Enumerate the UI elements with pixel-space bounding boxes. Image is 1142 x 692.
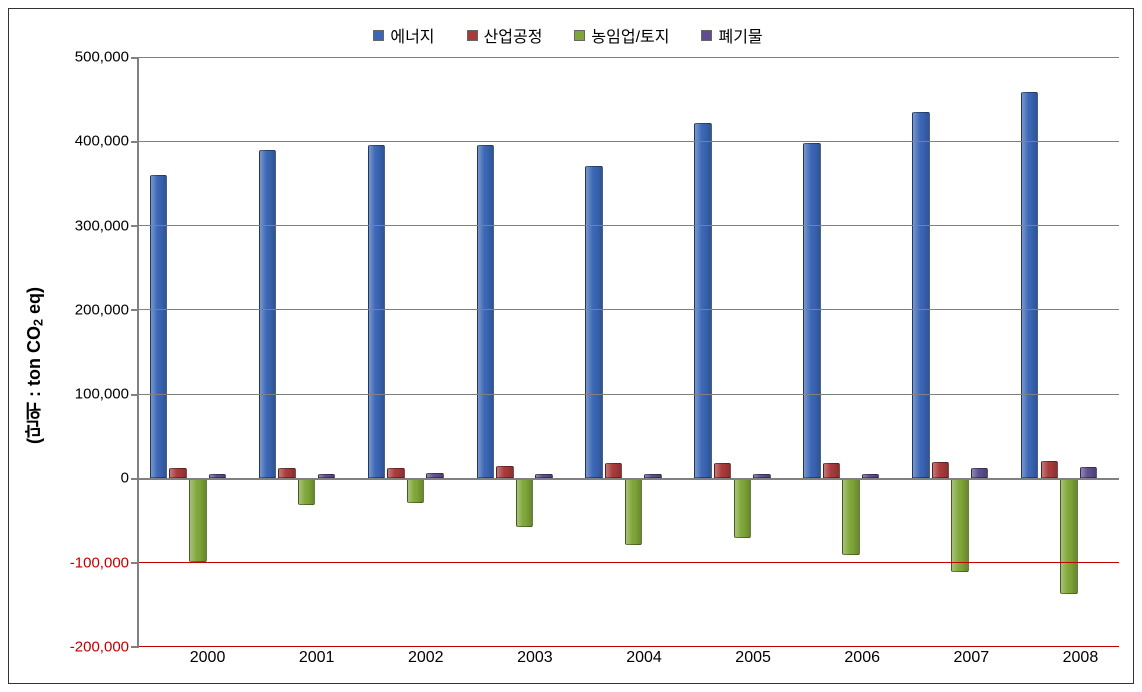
legend-label: 산업공정 — [484, 23, 543, 47]
bar — [189, 478, 206, 562]
y-tickmark — [131, 394, 139, 396]
bar — [932, 462, 949, 478]
bar — [516, 478, 533, 527]
bar — [259, 150, 276, 478]
x-tick: 2004 — [573, 647, 682, 675]
gridline — [139, 478, 1119, 480]
bar — [625, 478, 642, 545]
bar — [368, 145, 385, 477]
bar — [150, 175, 167, 478]
legend-item: 에너지 — [373, 23, 434, 47]
bar-group — [575, 57, 684, 646]
x-tick: 2001 — [246, 647, 355, 675]
x-tick: 2005 — [683, 647, 792, 675]
y-tick: 500,000 — [75, 49, 129, 66]
y-tickmark — [131, 309, 139, 311]
x-tick: 2002 — [355, 647, 464, 675]
bar — [387, 468, 404, 478]
plot-area: 200020012002200320042005200620072008 — [137, 57, 1119, 675]
bar-groups — [139, 57, 1119, 646]
gridline — [139, 562, 1119, 563]
bar-group — [248, 57, 357, 646]
bar — [823, 463, 840, 477]
x-tick: 2003 — [464, 647, 573, 675]
legend-item: 농임업/토지 — [574, 23, 669, 47]
y-tick-labels: -200,000-100,0000100,000200,000300,00040… — [51, 57, 137, 647]
bar-group — [1010, 57, 1119, 646]
y-tick: 100,000 — [75, 386, 129, 403]
bar — [912, 112, 929, 478]
bar — [694, 123, 711, 478]
bar — [278, 468, 295, 478]
bar-group — [901, 57, 1010, 646]
bar — [951, 478, 968, 572]
x-tick: 2007 — [901, 647, 1010, 675]
bar-group — [139, 57, 248, 646]
chart-content: (단위 : ton CO2 eq) -200,000 -100,000 0 100,0… — [17, 57, 1119, 675]
bar — [714, 463, 731, 478]
bar — [1021, 92, 1038, 477]
legend-swatch — [467, 30, 478, 41]
gridline — [139, 394, 1119, 395]
legend-label: 폐기물 — [718, 23, 762, 47]
gridline — [139, 141, 1119, 142]
bar — [1060, 478, 1077, 594]
bar — [298, 478, 315, 505]
y-tick: 0 — [121, 470, 129, 487]
bar-group — [357, 57, 466, 646]
bar — [842, 478, 859, 555]
bar-group — [792, 57, 901, 646]
legend-label: 에너지 — [390, 23, 434, 47]
y-tickmark — [131, 141, 139, 143]
legend-swatch — [373, 30, 384, 41]
y-tick: -100,000 — [70, 554, 129, 571]
y-tick: 200,000 — [75, 301, 129, 318]
legend-item: 산업공정 — [467, 23, 543, 47]
bar — [407, 478, 424, 503]
y-axis-label: (단위 : ton CO2 eq) — [17, 287, 51, 444]
x-tick: 2006 — [792, 647, 901, 675]
gridline — [139, 225, 1119, 226]
plot-wrap: -200,000 -100,000 0 100,000 200,000 300,000 40… — [51, 57, 1119, 675]
legend-label: 농임업/토지 — [591, 23, 669, 47]
legend-swatch — [701, 30, 712, 41]
y-tickmark — [131, 562, 139, 564]
y-tickmark — [131, 225, 139, 227]
legend-swatch — [574, 30, 585, 41]
gridline — [139, 309, 1119, 310]
chart-container: 에너지 산업공정 농임업/토지 폐기물 (단위 : ton CO2 eq) -200,… — [8, 8, 1134, 684]
bar — [1080, 467, 1097, 478]
plot-inner — [137, 57, 1119, 647]
bar — [1041, 461, 1058, 478]
bar-group — [683, 57, 792, 646]
x-tick: 2008 — [1010, 647, 1119, 675]
y-tick: -200,000 — [70, 639, 129, 656]
bar — [477, 145, 494, 477]
y-tickmark — [131, 57, 139, 59]
x-tick: 2000 — [137, 647, 246, 675]
legend-item: 폐기물 — [701, 23, 762, 47]
bar — [971, 468, 988, 478]
bar — [169, 468, 186, 477]
bar — [496, 466, 513, 478]
y-tick: 300,000 — [75, 217, 129, 234]
y-tick: 400,000 — [75, 133, 129, 150]
bar — [734, 478, 751, 539]
bar-group — [466, 57, 575, 646]
y-tickmark — [131, 478, 139, 480]
legend: 에너지 산업공정 농임업/토지 폐기물 — [17, 17, 1119, 57]
bar — [605, 463, 622, 477]
x-tick-labels: 200020012002200320042005200620072008 — [137, 647, 1119, 675]
bar — [585, 166, 602, 477]
gridline — [139, 57, 1119, 58]
